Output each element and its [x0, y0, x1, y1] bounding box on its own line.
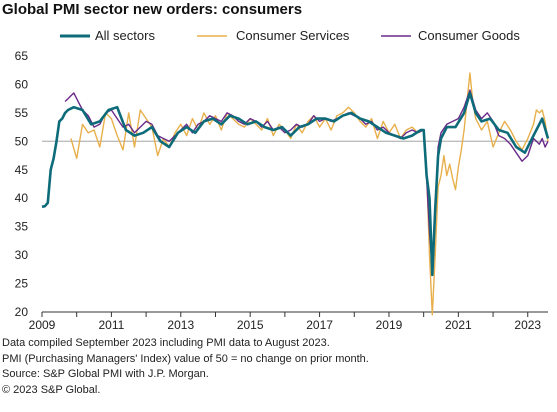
legend-label-all: All sectors — [95, 28, 155, 43]
y-tick-label: 40 — [15, 191, 29, 205]
chart-notes: Data compiled September 2023 including P… — [2, 336, 369, 398]
series-line-all — [41, 91, 550, 277]
x-tick-label: 2009 — [29, 318, 56, 332]
y-tick-label: 30 — [15, 248, 29, 262]
y-tick-label: 45 — [15, 163, 29, 177]
legend-label-goods: Consumer Goods — [418, 28, 520, 43]
axes: 20 25 30 35 40 45 50 55 60 65 2009 2011 2013 2015 2017… — [15, 49, 548, 332]
x-tick-label: 2017 — [306, 318, 333, 332]
x-tick-label: 2013 — [167, 318, 194, 332]
y-tick-label: 50 — [15, 134, 29, 148]
line-chart: All sectors Consumer Services Consumer Goo… — [15, 28, 550, 332]
y-tick-label: 20 — [15, 305, 29, 319]
y-tick-label: 65 — [15, 49, 29, 63]
legend: All sectors Consumer Services Consumer Goo… — [60, 28, 520, 43]
y-tick-label: 35 — [15, 220, 29, 234]
x-tick-label: 2015 — [237, 318, 264, 332]
y-tick-label: 55 — [15, 106, 29, 120]
note-data-compiled: Data compiled September 2023 including P… — [2, 337, 330, 349]
note-source: Source: S&P Global PMI with J.P. Morgan. — [2, 368, 209, 380]
chart-title: Global PMI sector new orders: consumers — [2, 1, 303, 18]
y-tick-label: 60 — [15, 77, 29, 91]
x-tick-label: 2023 — [514, 318, 541, 332]
legend-label-services: Consumer Services — [236, 28, 350, 43]
y-tick-label: 25 — [15, 277, 29, 291]
note-copyright: © 2023 S&P Global. — [2, 383, 101, 396]
series-line-services — [70, 72, 549, 316]
x-tick-label: 2021 — [445, 318, 472, 332]
series-lines — [41, 72, 550, 316]
x-tick-label: 2019 — [376, 318, 403, 332]
note-pmi-definition: PMI (Purchasing Managers' Index) value o… — [2, 352, 369, 365]
x-tick-label: 2011 — [98, 318, 124, 332]
